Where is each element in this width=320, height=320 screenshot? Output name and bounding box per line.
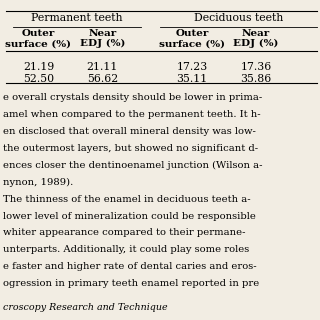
Text: 17.36: 17.36 xyxy=(240,62,272,72)
Text: nynon, 1989).: nynon, 1989). xyxy=(3,178,74,187)
Text: ogression in primary teeth enamel reported in pre: ogression in primary teeth enamel report… xyxy=(3,279,260,288)
Text: amel when compared to the permanent teeth. It h-: amel when compared to the permanent teet… xyxy=(3,110,261,119)
Text: Near
EDJ (%): Near EDJ (%) xyxy=(80,29,125,48)
Text: Outer
surface (%): Outer surface (%) xyxy=(5,29,71,48)
Text: croscopy Research and Technique: croscopy Research and Technique xyxy=(3,303,168,312)
Text: 56.62: 56.62 xyxy=(87,74,118,84)
Text: ences closer the dentinoenamel junction (Wilson a-: ences closer the dentinoenamel junction … xyxy=(3,161,263,170)
Text: Near
EDJ (%): Near EDJ (%) xyxy=(233,29,279,48)
Text: whiter appearance compared to their permane-: whiter appearance compared to their perm… xyxy=(3,228,246,237)
Text: lower level of mineralization could be responsible: lower level of mineralization could be r… xyxy=(3,212,256,220)
Text: en disclosed that overall mineral density was low-: en disclosed that overall mineral densit… xyxy=(3,127,256,136)
Text: Deciduous teeth: Deciduous teeth xyxy=(194,13,283,23)
Text: 21.19: 21.19 xyxy=(23,62,54,72)
Text: e faster and higher rate of dental caries and eros-: e faster and higher rate of dental carie… xyxy=(3,262,257,271)
Text: 35.86: 35.86 xyxy=(240,74,272,84)
Text: 52.50: 52.50 xyxy=(23,74,54,84)
Text: Outer
surface (%): Outer surface (%) xyxy=(159,29,225,48)
Text: Permanent teeth: Permanent teeth xyxy=(31,13,123,23)
Text: The thinness of the enamel in deciduous teeth a-: The thinness of the enamel in deciduous … xyxy=(3,195,251,204)
Text: the outermost layers, but showed no significant d-: the outermost layers, but showed no sign… xyxy=(3,144,258,153)
Text: e overall crystals density should be lower in prima-: e overall crystals density should be low… xyxy=(3,93,262,102)
Text: 21.11: 21.11 xyxy=(87,62,118,72)
Text: 17.23: 17.23 xyxy=(176,62,208,72)
Text: unterparts. Additionally, it could play some roles: unterparts. Additionally, it could play … xyxy=(3,245,250,254)
Text: 35.11: 35.11 xyxy=(176,74,208,84)
